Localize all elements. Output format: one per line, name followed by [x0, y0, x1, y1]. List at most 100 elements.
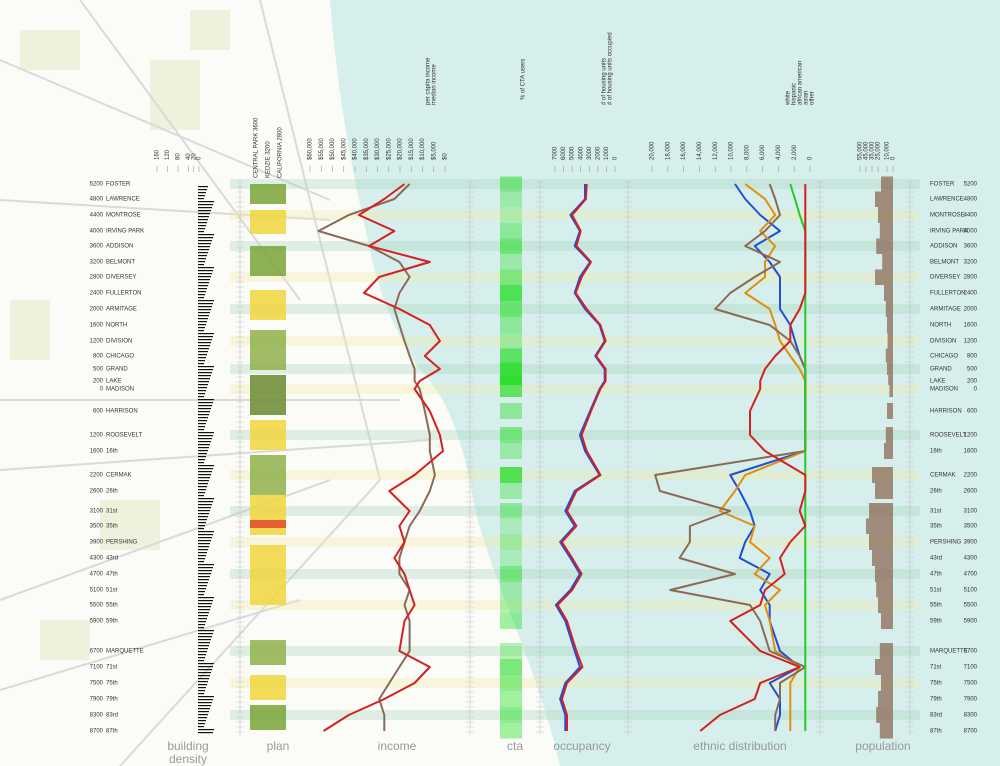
cta-bar — [500, 691, 522, 707]
density-bar — [198, 288, 207, 290]
population-bar — [885, 301, 893, 317]
density-bar — [198, 369, 213, 371]
density-bar — [198, 357, 206, 359]
density-bar — [198, 189, 207, 191]
x-tick-label: 5000 — [570, 146, 576, 160]
x-tick-label: 25,000 — [876, 141, 882, 160]
density-bar — [198, 312, 210, 314]
legend-entry: median income — [432, 64, 438, 105]
street-name: 43rd — [106, 556, 118, 562]
x-tick-label: 6000 — [561, 146, 567, 160]
density-bar — [198, 648, 208, 650]
density-bar — [198, 222, 207, 224]
street-name: 83rd — [106, 713, 118, 719]
x-tick-label: 0 — [808, 156, 814, 160]
row-band — [230, 384, 920, 394]
row-band — [230, 506, 920, 516]
density-bar — [198, 303, 213, 305]
density-bar — [198, 309, 211, 311]
plan-block — [250, 640, 286, 665]
density-bar — [198, 372, 212, 374]
population-bar — [878, 691, 893, 707]
street-number: 5200 — [90, 182, 104, 188]
street-name: GRAND — [106, 367, 128, 373]
population-bar — [884, 443, 893, 459]
population-bar — [869, 534, 893, 550]
density-bar — [198, 450, 208, 452]
density-bar — [198, 396, 204, 398]
street-name: BELMONT — [106, 260, 135, 266]
street-number: 2800 — [90, 275, 104, 281]
density-bar — [198, 354, 207, 356]
street-number: 4800 — [964, 197, 978, 203]
x-tick-label: $20,000 — [398, 138, 404, 160]
cta-bar — [500, 467, 522, 483]
street-number: 5200 — [964, 182, 978, 188]
density-bar — [198, 732, 213, 734]
x-tick-label: $30,000 — [375, 138, 381, 160]
density-bar — [198, 510, 210, 512]
cta-bar — [500, 269, 522, 285]
density-bar — [198, 462, 204, 464]
density-bar — [198, 420, 207, 422]
street-number: 2200 — [90, 473, 104, 479]
plan-block — [250, 184, 286, 204]
street-name: DIVISION — [930, 339, 956, 345]
x-tick-label: 8,000 — [744, 144, 750, 160]
column-title: building — [167, 739, 208, 753]
street-name: 16th — [930, 449, 942, 455]
street-number: 4700 — [964, 572, 978, 578]
density-bar — [198, 441, 211, 443]
x-tick-label: 55,000 — [858, 141, 864, 160]
density-bar — [198, 531, 214, 533]
population-bar — [889, 385, 893, 397]
density-bar — [198, 714, 208, 716]
street-number: 7500 — [964, 681, 978, 687]
street-name: IRVING PARK — [930, 229, 968, 235]
density-bar — [198, 408, 211, 410]
street-name: BELMONT — [930, 260, 959, 266]
street-number: 3500 — [964, 524, 978, 530]
population-bar — [881, 176, 893, 192]
population-bar — [869, 503, 893, 519]
street-number: 5100 — [90, 588, 104, 594]
x-tick-label: 10,000 — [729, 141, 735, 160]
density-bar — [198, 519, 207, 521]
street-number: 1600 — [90, 323, 104, 329]
density-bar — [198, 213, 210, 215]
cta-bar — [500, 403, 522, 419]
density-bar — [198, 330, 204, 332]
street-name: 87th — [106, 729, 118, 735]
cta-bar — [500, 723, 522, 739]
x-tick-label: 10,000 — [885, 141, 891, 160]
density-bar — [198, 477, 210, 479]
cta-bar — [500, 675, 522, 691]
x-tick-label: 1000 — [604, 146, 610, 160]
density-bar — [198, 705, 211, 707]
density-bar — [198, 573, 211, 575]
street-name: 75th — [930, 681, 942, 687]
street-number: 5100 — [964, 588, 978, 594]
density-bar — [198, 198, 204, 200]
cta-bar — [500, 582, 522, 598]
street-number: 600 — [967, 409, 978, 415]
street-name: 87th — [930, 729, 942, 735]
cta-bar — [500, 317, 522, 333]
x-tick-label: $60,000 — [308, 138, 314, 160]
street-number: 6700 — [964, 649, 978, 655]
street-number: 3500 — [90, 524, 104, 530]
density-bar — [198, 345, 210, 347]
street-number: 1200 — [964, 433, 978, 439]
row-band — [230, 364, 920, 374]
density-bar — [198, 435, 213, 437]
street-name: ROOSEVELT — [106, 433, 143, 439]
street-name: LAWRENCE — [106, 197, 140, 203]
street-number: 3200 — [964, 260, 978, 266]
street-number: 7100 — [90, 665, 104, 671]
density-bar — [198, 486, 207, 488]
density-bar — [198, 666, 213, 668]
cta-bar — [500, 483, 522, 499]
population-bar — [866, 518, 893, 534]
street-name: GRAND — [930, 367, 952, 373]
x-tick-label: 160 — [155, 149, 161, 160]
